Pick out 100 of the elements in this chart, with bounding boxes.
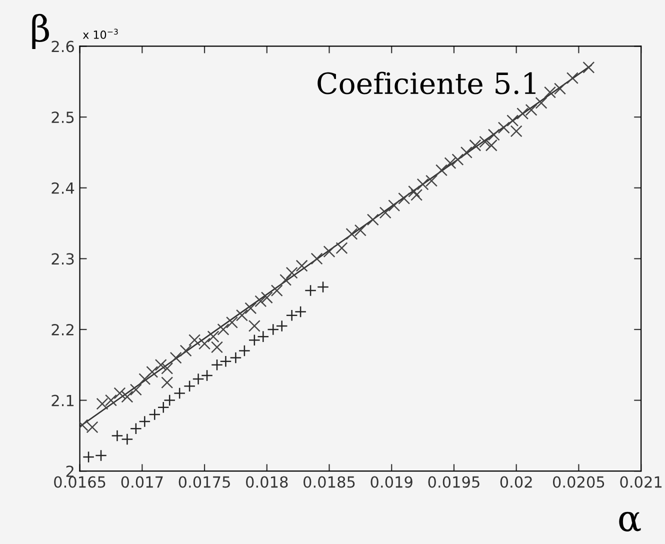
point [146, 366, 158, 378]
point [236, 309, 248, 322]
point [317, 280, 330, 293]
x-tick-label: 0.017 [121, 476, 163, 488]
point [230, 352, 242, 364]
point [121, 390, 134, 403]
point [566, 72, 578, 84]
point [180, 344, 192, 357]
point [138, 416, 151, 428]
y-tick-label: 2.6 [52, 40, 74, 52]
point [479, 136, 492, 148]
point [217, 323, 230, 336]
point [554, 82, 566, 95]
point [226, 316, 238, 328]
point [260, 292, 273, 304]
point [104, 394, 117, 406]
point [354, 224, 366, 236]
point [304, 284, 317, 297]
point [435, 164, 448, 176]
point [248, 334, 260, 346]
point [296, 260, 308, 272]
point [544, 86, 556, 98]
point [410, 188, 423, 201]
point [188, 334, 201, 346]
x-tick-label: 0.0175 [178, 476, 230, 488]
text: x 10$^{−3}$ [82, 28, 118, 39]
point [336, 242, 348, 254]
point [294, 306, 307, 318]
point [426, 174, 438, 187]
y-tick-label: 2.2 [52, 324, 74, 336]
point [286, 309, 298, 322]
point [310, 252, 323, 265]
point [95, 450, 108, 462]
y-tick-label: 2.4 [52, 182, 74, 194]
point [96, 398, 108, 410]
point [516, 108, 529, 120]
point [238, 344, 250, 357]
point [323, 246, 336, 258]
point [510, 125, 522, 138]
point [244, 302, 257, 314]
point [379, 206, 392, 219]
point [346, 228, 358, 240]
point [257, 330, 270, 343]
point [276, 320, 288, 332]
point [130, 384, 142, 396]
point [198, 338, 211, 350]
x-tick-label: 0.019 [370, 476, 412, 488]
y-axis-title: β [32, 14, 49, 49]
point [192, 373, 204, 386]
point [82, 450, 95, 463]
point [170, 352, 182, 364]
point [220, 355, 232, 368]
point [444, 157, 456, 170]
point [254, 295, 267, 308]
point [280, 274, 292, 286]
point [207, 330, 220, 343]
point [248, 320, 260, 332]
point [506, 114, 519, 127]
point [267, 323, 280, 336]
point [582, 61, 595, 74]
point [210, 358, 223, 371]
y-tick-label: 2.3 [52, 253, 74, 265]
x-tick-label: 0.0205 [552, 476, 604, 488]
point [184, 380, 196, 392]
point [161, 362, 174, 374]
point [130, 422, 142, 435]
y-tick-label: 2.1 [52, 394, 74, 406]
x-tick-label: 0.0185 [304, 476, 355, 488]
point [388, 200, 400, 212]
point [111, 430, 124, 442]
x-tick-label: 0.018 [246, 476, 288, 488]
point [174, 387, 186, 400]
x-tick-label: 0.0165 [54, 476, 106, 488]
point [121, 433, 134, 446]
point [469, 139, 482, 152]
point [525, 104, 538, 116]
point [161, 376, 174, 389]
point [154, 358, 167, 371]
point [535, 96, 548, 109]
y-tick-label: 2.5 [52, 112, 74, 124]
point [210, 341, 223, 354]
x-tick-label: 0.0195 [428, 476, 480, 488]
point [488, 128, 500, 141]
point [498, 122, 510, 134]
x-tick-label: 0.02 [500, 476, 532, 488]
point [286, 266, 298, 279]
point [270, 284, 283, 297]
annotation: Coeficiente 5.1 [318, 72, 536, 94]
point [201, 370, 214, 382]
point [398, 192, 410, 204]
point [138, 373, 151, 386]
x-axis-title: α [619, 512, 641, 532]
point [148, 408, 161, 420]
point [366, 214, 379, 226]
point [114, 387, 126, 400]
point [408, 185, 420, 198]
x-tick-label: 0.021 [620, 476, 662, 488]
point [485, 139, 498, 152]
y-tick-label: 2 [66, 466, 74, 477]
point [416, 178, 429, 190]
